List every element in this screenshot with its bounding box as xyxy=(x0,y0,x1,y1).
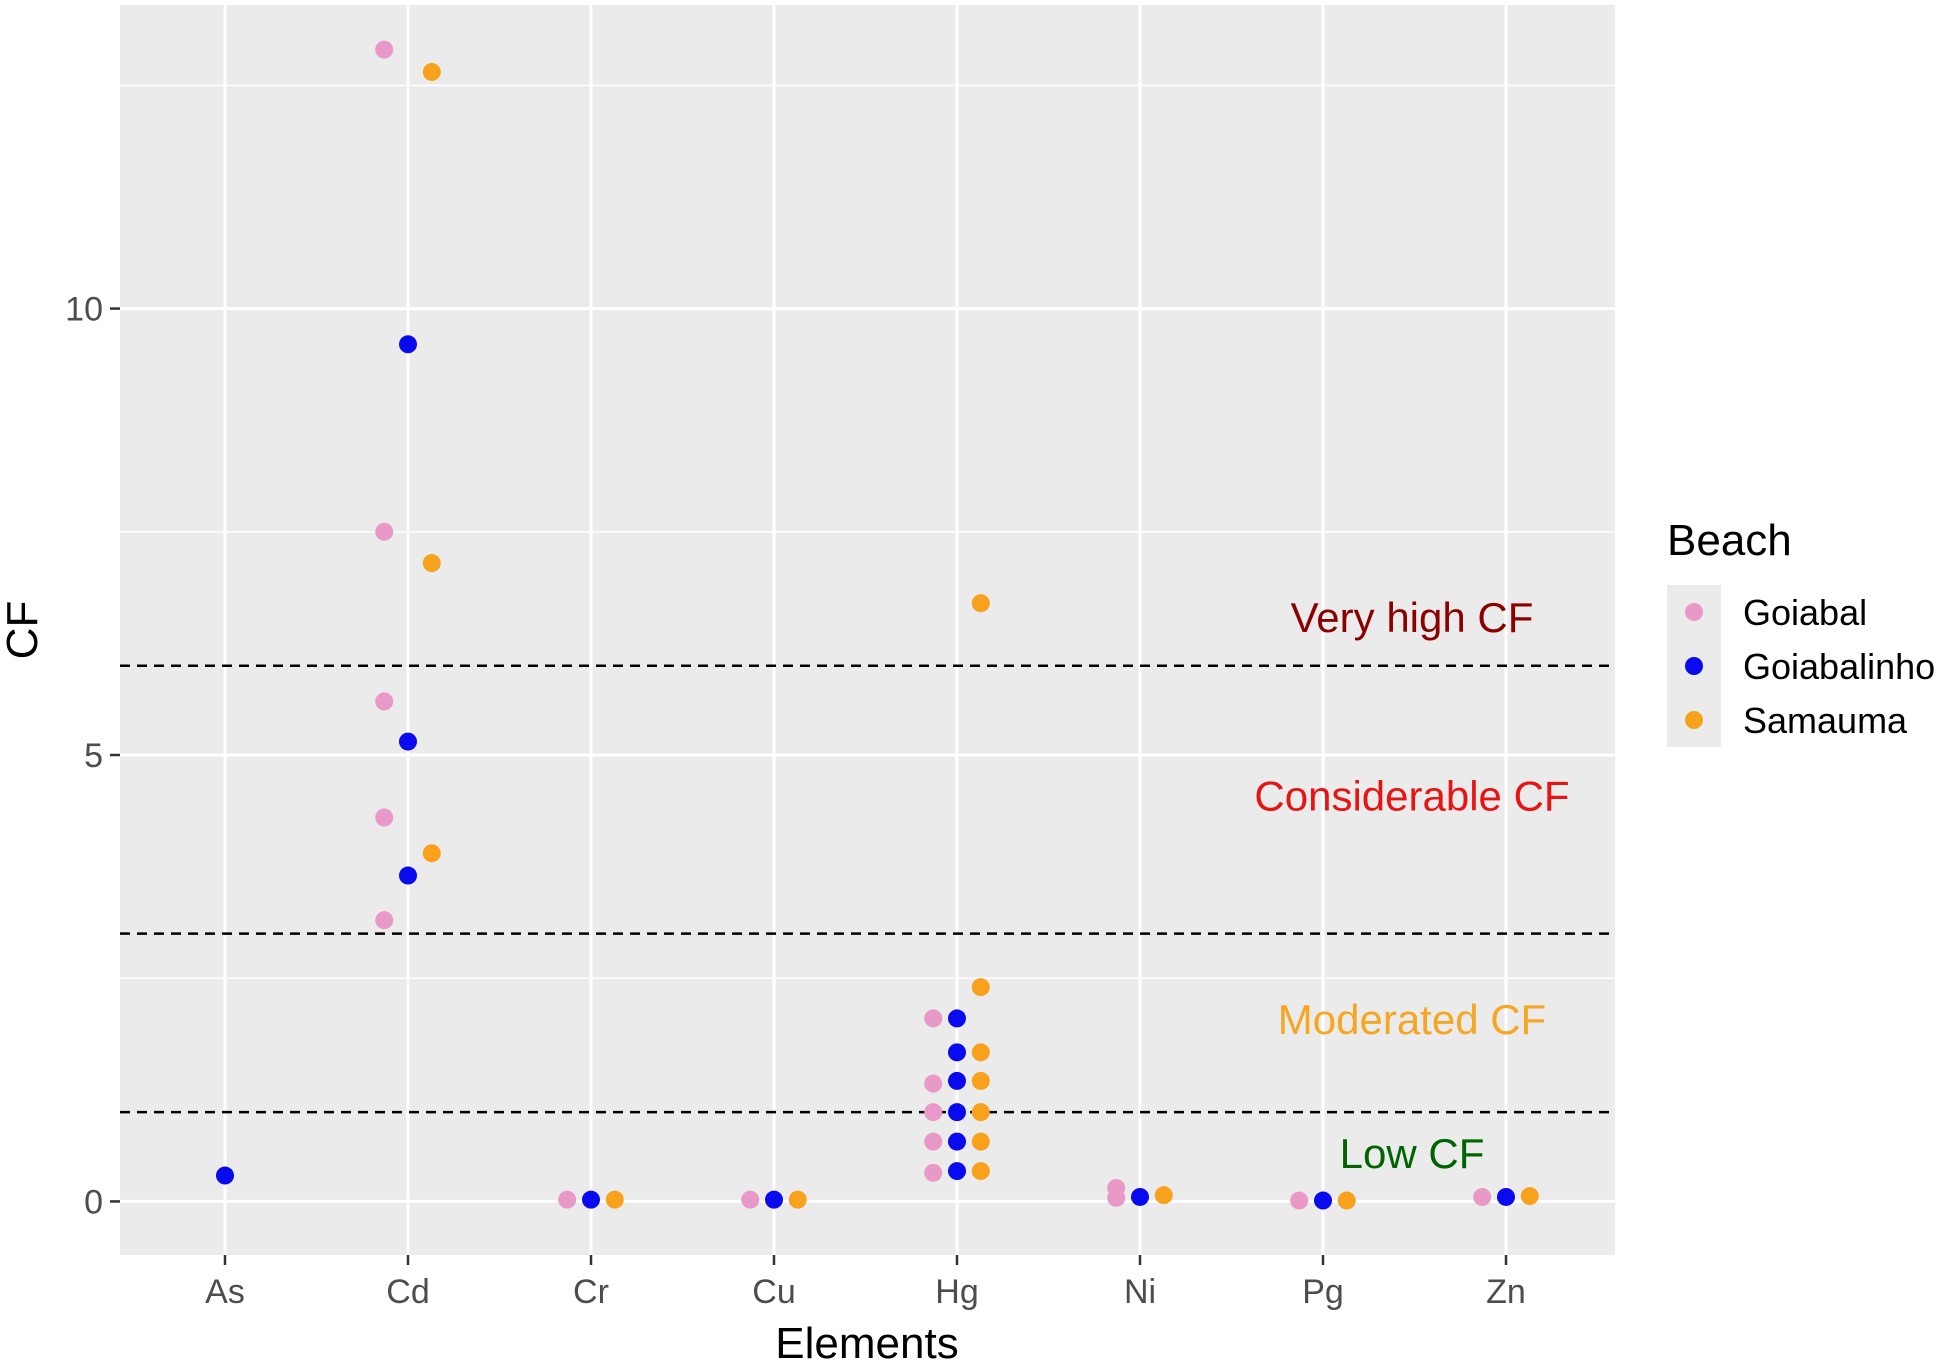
data-point-samauma xyxy=(422,62,441,81)
legend-key-samauma xyxy=(1685,711,1703,729)
axes: 0 5 10 As Cd Cr Cu Hg Ni Pg Zn xyxy=(65,291,1526,1311)
x-tick-label: Ni xyxy=(1124,1273,1156,1311)
legend-key-goiabalinho xyxy=(1685,657,1703,675)
x-tick-label: Hg xyxy=(935,1273,978,1311)
data-point-goiabalinho xyxy=(765,1190,783,1209)
y-tick-label: 0 xyxy=(84,1183,103,1221)
x-tick-label: Cr xyxy=(573,1273,609,1311)
plot-panel xyxy=(120,5,1615,1255)
x-tick-label: Pg xyxy=(1302,1273,1344,1311)
data-point-goiabalinho xyxy=(216,1166,234,1185)
legend-title: Beach xyxy=(1667,516,1792,565)
x-tick-label: Cu xyxy=(752,1273,795,1311)
data-point-samauma xyxy=(422,844,441,863)
x-tick-label: As xyxy=(205,1273,245,1311)
x-tick-label: Cd xyxy=(386,1273,429,1311)
x-axis-title: Elements xyxy=(775,1319,958,1360)
zone-label: Considerable CF xyxy=(1254,773,1569,820)
data-point-samauma xyxy=(971,1162,990,1181)
zone-label: Moderated CF xyxy=(1278,996,1546,1043)
data-point-goiabal xyxy=(375,911,394,930)
data-point-goiabal xyxy=(375,808,394,827)
legend-key-goiabal xyxy=(1685,603,1703,621)
data-point-samauma xyxy=(971,1103,990,1122)
data-point-goiabalinho xyxy=(948,1162,966,1181)
data-point-samauma xyxy=(971,1071,990,1090)
data-point-goiabalinho xyxy=(948,1043,966,1062)
data-point-goiabal xyxy=(924,1009,943,1028)
data-point-goiabalinho xyxy=(1131,1187,1149,1206)
data-point-samauma xyxy=(422,554,441,573)
legend-label: Samauma xyxy=(1743,700,1908,741)
data-points xyxy=(216,40,1539,1210)
zone-label: Low CF xyxy=(1340,1130,1485,1177)
data-point-goiabalinho xyxy=(948,1103,966,1122)
data-point-goiabalinho xyxy=(582,1190,600,1209)
data-point-goiabal xyxy=(924,1074,943,1093)
data-point-goiabal xyxy=(375,40,394,59)
data-point-goiabal xyxy=(741,1190,760,1209)
data-point-goiabalinho xyxy=(399,732,417,751)
data-point-goiabal xyxy=(375,522,394,541)
data-point-samauma xyxy=(788,1190,807,1209)
data-point-goiabal xyxy=(558,1190,577,1209)
data-point-samauma xyxy=(1520,1187,1539,1206)
data-point-goiabalinho xyxy=(948,1071,966,1090)
data-point-goiabal xyxy=(1107,1188,1126,1207)
data-point-samauma xyxy=(971,594,990,613)
data-point-goiabal xyxy=(924,1163,943,1182)
y-tick-label: 10 xyxy=(65,291,103,329)
data-point-samauma xyxy=(1154,1186,1173,1205)
data-point-samauma xyxy=(1337,1191,1356,1210)
zone-annotations: Very high CF Considerable CF Moderated CF L… xyxy=(1254,594,1569,1177)
data-point-goiabal xyxy=(375,692,394,711)
data-point-samauma xyxy=(971,978,990,997)
data-point-goiabal xyxy=(924,1132,943,1151)
data-point-samauma xyxy=(971,1043,990,1062)
data-point-goiabalinho xyxy=(948,1009,966,1028)
data-point-goiabal xyxy=(924,1103,943,1122)
legend: Beach Goiabal Goiabalinho Samauma xyxy=(1667,516,1935,747)
y-tick-label: 5 xyxy=(84,737,103,775)
legend-label: Goiabal xyxy=(1743,592,1867,633)
data-point-goiabalinho xyxy=(399,335,417,354)
data-point-goiabalinho xyxy=(399,866,417,885)
y-axis-title: CF xyxy=(0,601,47,660)
zone-label: Very high CF xyxy=(1291,594,1534,641)
legend-entries: Goiabal Goiabalinho Samauma xyxy=(1685,592,1935,741)
data-point-samauma xyxy=(605,1190,624,1209)
data-point-goiabalinho xyxy=(1314,1191,1332,1210)
data-point-samauma xyxy=(971,1132,990,1151)
data-point-goiabalinho xyxy=(948,1132,966,1151)
data-point-goiabal xyxy=(1473,1187,1492,1206)
legend-label: Goiabalinho xyxy=(1743,646,1935,687)
x-tick-label: Zn xyxy=(1486,1273,1526,1311)
threshold-lines xyxy=(120,664,1615,1114)
data-point-goiabal xyxy=(1290,1191,1309,1210)
data-point-goiabalinho xyxy=(1497,1187,1515,1206)
